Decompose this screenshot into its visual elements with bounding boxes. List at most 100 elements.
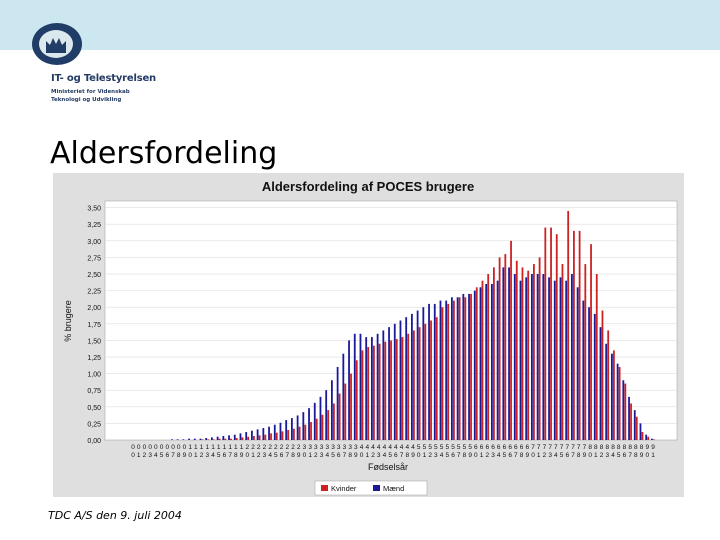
bar-kvinder-1978 (578, 230, 581, 441)
x-tick-label-year: 0 (360, 452, 364, 459)
x-tick-label-decade: 4 (365, 444, 369, 451)
x-tick-label-decade: 7 (560, 444, 564, 451)
bar-kvinder-1912 (201, 439, 204, 440)
bar-kvinder-1972 (544, 227, 547, 440)
bar-mænd-1947 (399, 320, 402, 440)
x-tick-label-decade: 1 (234, 444, 238, 451)
bar-kvinder-1968 (521, 267, 524, 440)
x-tick-label-decade: 1 (200, 444, 204, 451)
bar-mænd-1970 (531, 274, 533, 440)
x-tick-label-year: 3 (434, 452, 438, 459)
x-tick-label-decade: 0 (131, 444, 135, 451)
x-tick-label-decade: 1 (188, 444, 192, 451)
x-tick-label-year: 0 (245, 452, 249, 459)
x-tick-label-year: 3 (148, 452, 152, 459)
x-tick-label-year: 4 (554, 452, 558, 459)
x-tick-label-year: 6 (394, 452, 398, 459)
bar-kvinder-1966 (510, 240, 512, 440)
x-tick-label-decade: 5 (468, 444, 472, 451)
x-tick-label-decade: 8 (605, 444, 609, 451)
x-tick-label-decade: 4 (383, 444, 387, 451)
x-tick-label-year: 9 (411, 452, 415, 459)
bar-mænd-1980 (588, 307, 590, 440)
bar-mænd-1945 (388, 327, 390, 440)
x-tick-label-decade: 6 (508, 444, 512, 451)
x-tick-label-decade: 6 (503, 444, 507, 451)
x-tick-label-decade: 9 (651, 444, 655, 451)
x-tick-label-decade: 6 (474, 444, 478, 451)
bar-kvinder-1989 (641, 432, 644, 440)
x-tick-label-year: 5 (560, 452, 564, 459)
bar-mænd-1955 (445, 300, 448, 440)
bar-mænd-1977 (571, 274, 573, 440)
bar-mænd-1918 (233, 434, 236, 440)
bar-mænd-1989 (639, 423, 642, 440)
bar-kvinder-1970 (533, 264, 535, 440)
x-tick-label-year: 1 (651, 452, 655, 459)
x-tick-label-decade: 4 (360, 444, 364, 451)
bar-kvinder-1982 (601, 310, 604, 440)
x-tick-label-year: 1 (308, 452, 312, 459)
x-tick-label-year: 7 (171, 452, 175, 459)
bar-mænd-1936 (336, 366, 339, 440)
x-tick-label-decade: 0 (154, 444, 158, 451)
bar-kvinder-1925 (275, 432, 278, 440)
bar-mænd-1953 (433, 303, 436, 440)
bar-mænd-1974 (553, 280, 556, 440)
x-tick-label-decade: 0 (148, 444, 152, 451)
x-tick-label-decade: 6 (520, 444, 524, 451)
x-tick-label-decade: 8 (600, 444, 604, 451)
bar-mænd-1985 (616, 363, 619, 440)
chart-title: Aldersfordeling af POCES brugere (262, 179, 474, 194)
bar-mænd-1963 (491, 283, 493, 440)
bar-mænd-1946 (393, 323, 396, 440)
x-tick-label-decade: 1 (205, 444, 209, 451)
x-tick-label-year: 6 (223, 452, 227, 459)
x-tick-label-year: 2 (314, 452, 318, 459)
bar-kvinder-1949 (413, 330, 415, 440)
x-tick-label-year: 8 (405, 452, 409, 459)
x-tick-label-year: 8 (520, 452, 524, 459)
bar-kvinder-1990 (647, 436, 650, 440)
bar-kvinder-1937 (344, 383, 347, 440)
bar-mænd-1924 (268, 426, 270, 440)
bar-mænd-1965 (502, 267, 505, 440)
bar-mænd-1957 (456, 297, 459, 440)
bar-mænd-1987 (628, 396, 630, 440)
bar-kvinder-1930 (304, 424, 307, 440)
bar-mænd-1915 (216, 436, 219, 440)
x-tick-label-decade: 4 (405, 444, 409, 451)
bar-mænd-1968 (519, 280, 522, 440)
x-tick-label-decade: 4 (371, 444, 375, 451)
x-tick-label-year: 3 (320, 452, 324, 459)
x-tick-label-year: 9 (297, 452, 301, 459)
bar-kvinder-1924 (270, 433, 272, 440)
x-tick-label-decade: 3 (325, 444, 329, 451)
bar-kvinder-1957 (458, 297, 461, 440)
bar-mænd-1954 (439, 300, 442, 440)
bar-mænd-1928 (291, 418, 293, 440)
bar-kvinder-1933 (321, 414, 324, 440)
org-name: IT- og Telestyrelsen (51, 73, 156, 84)
bar-mænd-1933 (319, 396, 322, 440)
bar-kvinder-1958 (464, 297, 467, 440)
bar-kvinder-1988 (635, 416, 638, 440)
x-tick-label-decade: 7 (537, 444, 541, 451)
x-tick-label-decade: 8 (623, 444, 627, 451)
x-tick-label-decade: 6 (497, 444, 501, 451)
bar-kvinder-1987 (630, 403, 632, 440)
bar-mænd-1961 (479, 287, 482, 440)
bar-mænd-1981 (593, 313, 596, 440)
bar-mænd-1925 (273, 424, 276, 440)
bar-mænd-1964 (496, 280, 499, 440)
x-tick-label-year: 0 (531, 452, 535, 459)
x-tick-label-year: 7 (285, 452, 289, 459)
bar-mænd-1931 (308, 408, 310, 440)
x-tick-label-decade: 0 (183, 444, 187, 451)
y-tick-label: 2,50 (87, 272, 101, 279)
bar-kvinder-1928 (293, 428, 295, 440)
x-tick-label-year: 2 (543, 452, 547, 459)
bar-mænd-1920 (245, 432, 248, 440)
x-tick-label-decade: 2 (274, 444, 278, 451)
x-tick-label-decade: 0 (171, 444, 175, 451)
